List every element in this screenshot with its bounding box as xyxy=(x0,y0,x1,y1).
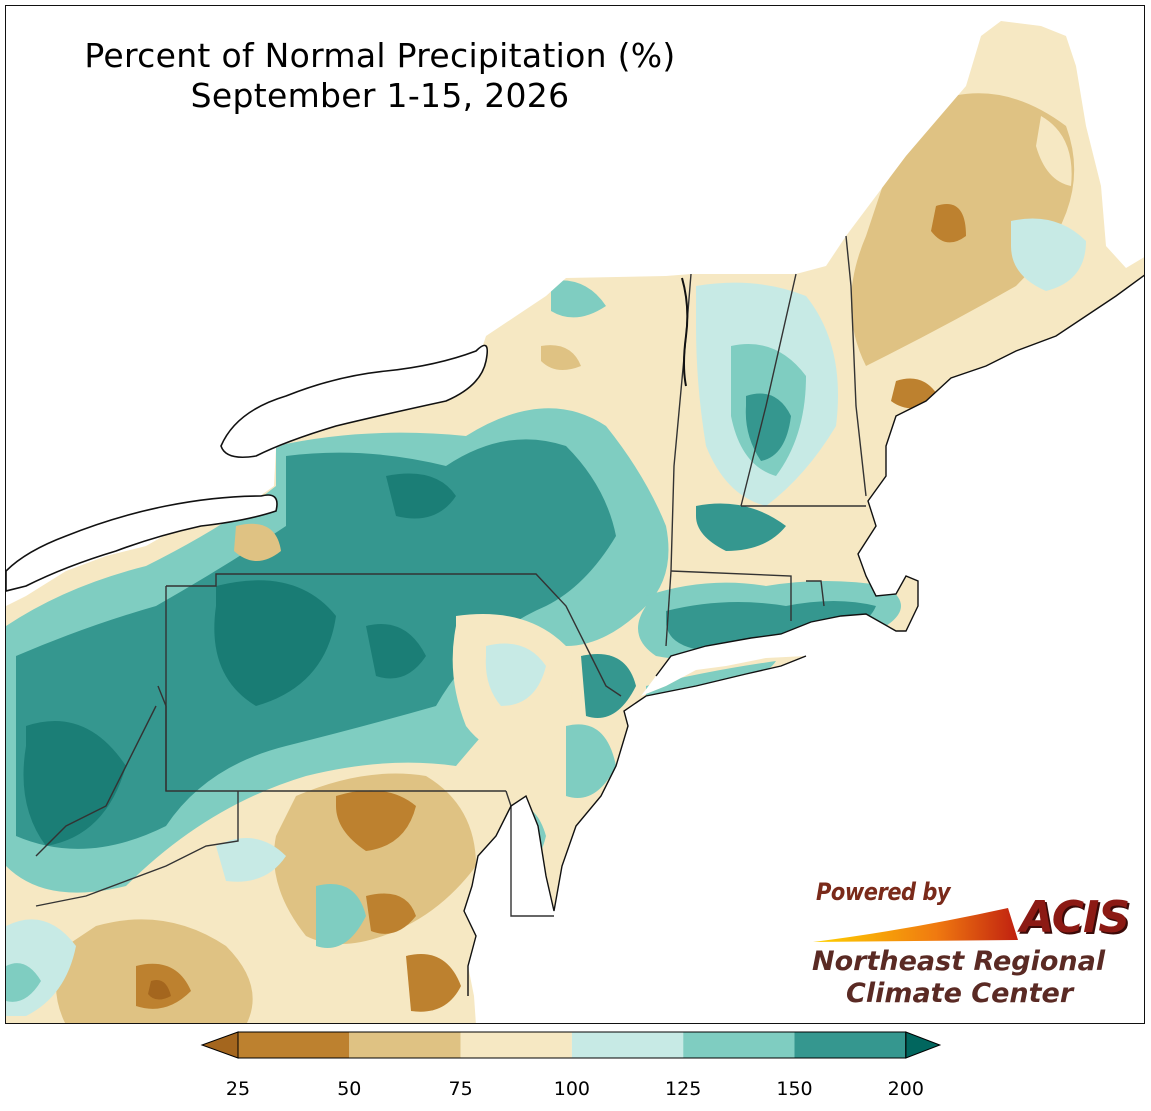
precipitation-map xyxy=(5,5,1145,1024)
organization-name-line1: Northeast Regional xyxy=(812,946,1106,977)
colorbar-segment xyxy=(349,1032,461,1058)
colorbar-segment xyxy=(238,1032,350,1058)
colorbar-segment xyxy=(571,1032,684,1058)
state-borders xyxy=(35,235,867,917)
powered-by-text: Powered by xyxy=(816,878,951,906)
map-title: Percent of Normal Precipitation (%) xyxy=(84,36,676,75)
lake-champlain xyxy=(681,277,689,387)
colorbar-legend xyxy=(200,1031,942,1059)
organization-name-line2: Climate Center xyxy=(846,978,1074,1009)
colorbar-segment xyxy=(683,1032,795,1058)
colorbar-segment xyxy=(460,1032,572,1058)
colorbar-tick-label: 125 xyxy=(665,1078,702,1100)
acis-nrcc-logo: Powered by ACIS Northeast Regional Clima… xyxy=(808,878,1130,1010)
acis-wordmark: ACIS xyxy=(1020,892,1130,943)
colorbar-tick-label: 50 xyxy=(337,1078,362,1100)
colorbar-tick-label: 75 xyxy=(448,1078,473,1100)
colorbar-tick-label: 200 xyxy=(887,1078,924,1100)
colorbar-tick-label: 150 xyxy=(776,1078,813,1100)
colorbar-tick-label: 100 xyxy=(553,1078,591,1100)
great-lakes xyxy=(6,344,489,592)
colorbar-tick-label: 25 xyxy=(225,1078,251,1100)
acis-swoosh-icon xyxy=(813,908,1018,942)
map-subtitle-date-range: September 1-15, 2026 xyxy=(190,76,570,115)
colorbar-frame xyxy=(237,1031,907,1059)
coastline xyxy=(463,274,1144,996)
map-svg xyxy=(6,6,1144,1023)
colorbar-under-arrow xyxy=(200,1031,239,1059)
colorbar-segment xyxy=(794,1032,906,1058)
colorbar-over-arrow xyxy=(905,1031,942,1059)
